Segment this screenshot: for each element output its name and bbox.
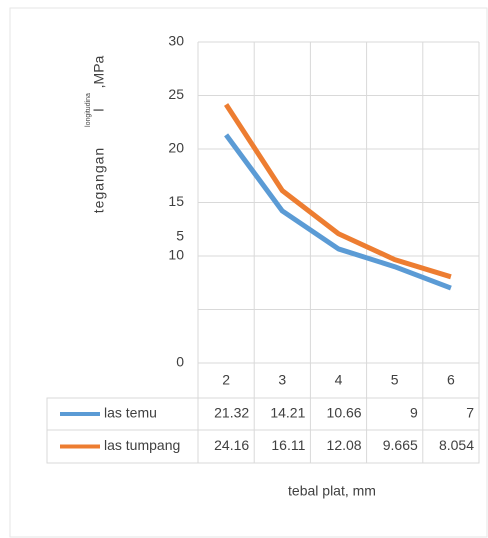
y-axis-label: tegangan longitudina l ,MPa — [85, 55, 107, 213]
legend-label: las tumpang — [104, 437, 180, 453]
x-axis-label: tebal plat, mm — [288, 483, 376, 499]
legend-label: las temu — [104, 405, 157, 421]
x-tick-label: 6 — [447, 372, 455, 388]
table-value: 9 — [410, 405, 418, 421]
y-tick-label: 20 — [168, 140, 184, 156]
y-label-superscript: longitudina — [85, 93, 92, 127]
chart-frame — [9, 7, 488, 538]
y-label-unit: ,MPa — [91, 55, 107, 88]
y-tick-label: 25 — [168, 86, 184, 102]
y-label-main: tegangan — [91, 147, 107, 213]
x-tick-label: 4 — [335, 372, 343, 388]
y-tick-label: 15 — [168, 193, 184, 209]
table-value: 24.16 — [214, 437, 249, 453]
y-tick-label: 10 — [168, 247, 184, 263]
table-value: 12.08 — [327, 437, 362, 453]
series-line — [224, 133, 452, 291]
table-value: 9.665 — [383, 437, 418, 453]
y-tick-label: 0 — [176, 354, 184, 370]
table-value: 8.054 — [439, 437, 474, 453]
table-value: 7 — [466, 405, 474, 421]
stray-tick-label: 5 — [176, 228, 184, 244]
y-tick-label: 30 — [168, 33, 184, 49]
table-value: 14.21 — [270, 405, 305, 421]
table-value: 16.11 — [271, 437, 305, 453]
table-value: 21.32 — [214, 405, 249, 421]
series-line — [224, 103, 452, 280]
x-tick-label: 5 — [391, 372, 399, 388]
x-tick-label: 3 — [278, 372, 286, 388]
x-tick-label: 2 — [222, 372, 230, 388]
y-label-letter: l — [91, 108, 107, 111]
table-value: 10.66 — [327, 405, 362, 421]
